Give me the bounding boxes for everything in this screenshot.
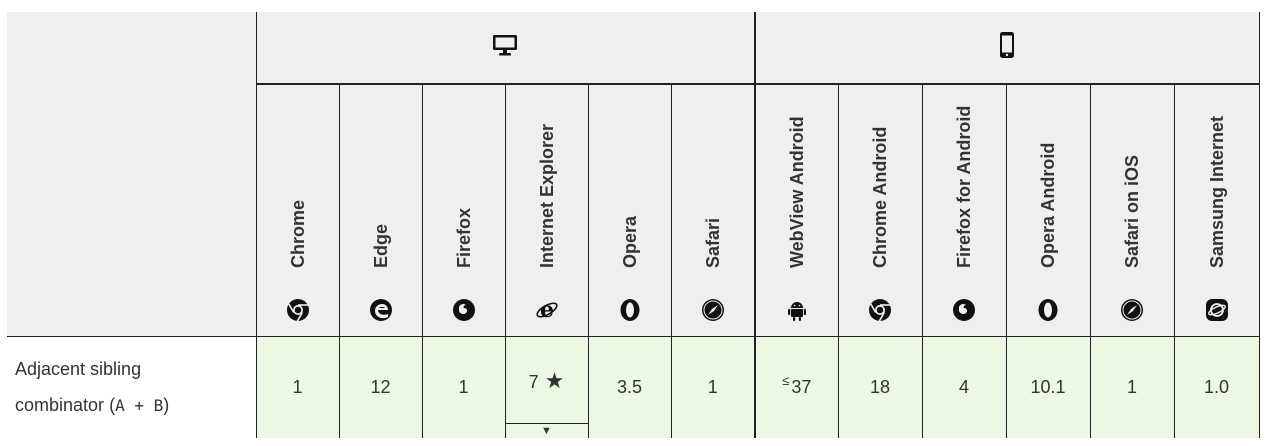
table-corner (7, 12, 257, 337)
browser-header-firefox[interactable]: Firefox (422, 84, 506, 337)
version-value: 37 (791, 376, 812, 397)
browser-header-chrome-android[interactable]: Chrome Android (838, 84, 923, 337)
version-value: 1 (292, 376, 303, 397)
support-cell-safari[interactable]: 1 (671, 336, 757, 438)
chrome-icon (286, 299, 309, 322)
android-icon (787, 302, 806, 321)
version-value: 1 (1127, 376, 1138, 397)
browser-name: Edge (370, 223, 391, 268)
support-cell-internet-explorer[interactable]: 7 ★ ▼ (505, 336, 589, 438)
svg-text:e: e (540, 298, 554, 322)
internet-explorer-icon: e (535, 298, 558, 322)
version-value: 7 (528, 372, 539, 393)
version-value: 4 (959, 376, 970, 397)
browser-name: Firefox (453, 207, 474, 268)
version-value: 3.5 (616, 376, 643, 397)
version-value: 10.1 (1030, 376, 1066, 397)
version-value: 1 (707, 376, 718, 397)
browser-header-safari[interactable]: Safari (671, 84, 757, 337)
version-value: 12 (370, 376, 391, 397)
browser-header-chrome[interactable]: Chrome (256, 84, 340, 337)
browser-header-opera-android[interactable]: Opera Android (1006, 84, 1091, 337)
samsung-internet-icon (1205, 299, 1228, 321)
chrome-icon (869, 299, 892, 322)
support-cell-chrome-android[interactable]: 18 (838, 336, 923, 438)
browser-name: Firefox for Android (954, 105, 975, 268)
safari-icon (1121, 299, 1144, 321)
feature-label-line2: combinator (A + B) (15, 387, 256, 424)
browser-name: WebView Android (786, 116, 807, 268)
support-cell-safari-ios[interactable]: 1 (1090, 336, 1175, 438)
support-cell-firefox[interactable]: 1 (422, 336, 506, 438)
version-value: 18 (870, 376, 891, 397)
support-cell-edge[interactable]: 12 (339, 336, 423, 438)
platform-mobile-header (755, 12, 1260, 85)
support-cell-opera[interactable]: 3.5 (588, 336, 672, 438)
paren-open: ( (109, 394, 116, 415)
browser-name: Samsung Internet (1206, 115, 1227, 268)
support-cell-firefox-android[interactable]: 4 (922, 336, 1007, 438)
firefox-icon (452, 299, 475, 321)
browser-name: Internet Explorer (536, 123, 557, 268)
browser-header-webview-android[interactable]: WebView Android (755, 84, 839, 337)
expand-notes-toggle[interactable]: ▼ (505, 422, 588, 438)
mobile-icon (1000, 32, 1015, 58)
browser-name: Chrome Android (870, 126, 891, 268)
browser-header-firefox-android[interactable]: Firefox for Android (922, 84, 1007, 337)
safari-icon (701, 299, 724, 321)
browser-name: Safari on iOS (1122, 154, 1143, 268)
table-row: Adjacent sibling combinator (A + B) 1 12… (7, 336, 1260, 438)
browser-name: Opera (619, 215, 640, 268)
browser-header-samsung-internet[interactable]: Samsung Internet (1174, 84, 1260, 337)
support-cell-webview-android[interactable]: ≤37 (755, 336, 839, 438)
firefox-icon (953, 299, 976, 321)
feature-label-2: combinator (15, 394, 105, 415)
browser-header-internet-explorer[interactable]: Internet Explorer e (505, 84, 589, 337)
opera-icon (1038, 299, 1058, 321)
browser-header-edge[interactable]: Edge (339, 84, 423, 337)
less-or-equal-prefix: ≤ (782, 372, 790, 388)
browser-header-opera[interactable]: Opera (588, 84, 672, 337)
browser-compat-table: Chrome Edge (7, 12, 1260, 438)
opera-icon (620, 299, 639, 321)
browser-name: Opera Android (1038, 142, 1059, 268)
support-cell-samsung-internet[interactable]: 1.0 (1174, 336, 1260, 438)
partial-support-icon: ★ (544, 368, 565, 394)
desktop-icon (493, 35, 518, 56)
browser-name: Chrome (287, 199, 308, 268)
support-cell-opera-android[interactable]: 10.1 (1006, 336, 1091, 438)
feature-name-cell: Adjacent sibling combinator (A + B) (7, 336, 257, 438)
feature-label: Adjacent sibling (15, 358, 142, 379)
support-cell-chrome[interactable]: 1 (256, 336, 340, 438)
edge-icon (369, 299, 392, 321)
browser-name: Safari (702, 217, 723, 268)
version-value: 1.0 (1204, 376, 1230, 397)
browser-header-safari-ios[interactable]: Safari on iOS (1090, 84, 1175, 337)
paren-close: ) (163, 394, 170, 415)
feature-code: A + B (115, 395, 164, 415)
version-value: 1 (458, 376, 469, 397)
platform-desktop-header (256, 12, 757, 85)
